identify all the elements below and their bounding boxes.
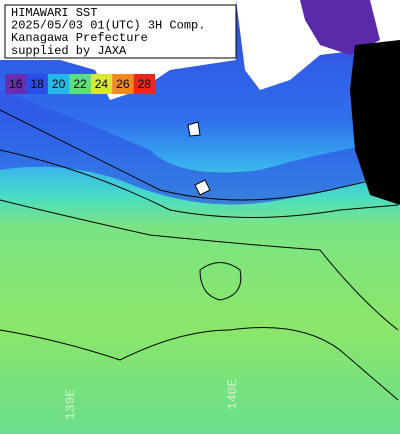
island [194,179,211,196]
header-box [4,4,237,59]
contour [0,199,399,331]
longitude-label: 140E [225,379,240,410]
island [187,121,201,137]
legend-label: 16 [9,77,23,91]
legend-label: 26 [116,77,130,91]
legend-label: 24 [95,77,109,91]
longitude-label: 139E [63,389,78,420]
contour [0,109,396,201]
legend-label: 28 [138,77,152,91]
legend-label: 20 [52,77,66,91]
legend-swatch [5,74,27,94]
legend-label: 22 [73,77,87,91]
header-line: 2025/05/03 01(UTC) 3H Comp. [11,19,205,33]
legend-swatch [90,74,113,94]
legend-swatch [133,74,155,94]
legend: 16 18 20 22 24 26 28 [5,74,155,94]
contour [199,262,242,301]
warm-inlet [300,0,380,55]
header-line: supplied by JAXA [11,44,127,58]
legend-swatch [26,74,48,94]
header-line: Kanagawa Prefecture [11,31,148,45]
legend-swatch [112,74,134,94]
cool-water [0,90,400,205]
legend-label: 18 [30,77,44,91]
legend-swatch [69,74,91,94]
legend-swatch [47,74,70,94]
land-masked [350,40,400,205]
contour [0,327,399,401]
header-line: HIMAWARI SST [11,6,97,20]
contour [0,149,399,218]
